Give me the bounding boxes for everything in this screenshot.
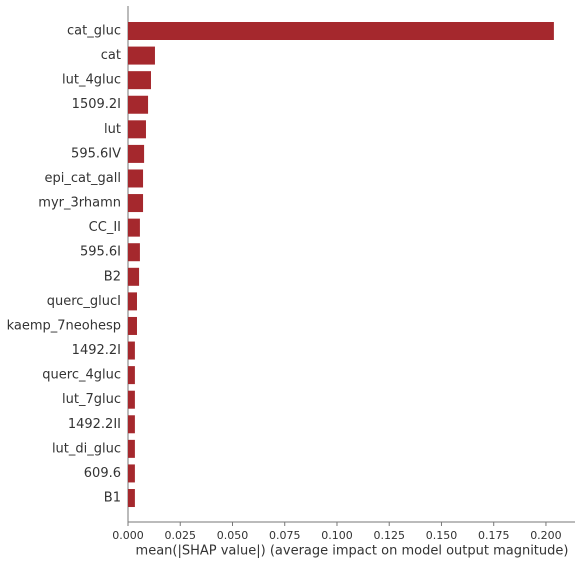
y-tick-label: 609.6 [84,466,121,481]
x-axis-label: mean(|SHAP value|) (average impact on mo… [136,544,569,559]
x-tick-label: 0.125 [373,529,405,542]
bar [128,243,140,262]
y-tick-label: kaemp_7neohesp [7,318,121,333]
bar [128,144,145,163]
x-tick-label: 0.000 [112,529,144,542]
y-tick-label: 1509.2I [72,97,121,112]
x-tick-label: 0.100 [321,529,353,542]
y-tick-label: myr_3rhamn [38,196,121,211]
y-tick-label: B1 [104,491,121,506]
y-tick-label: B2 [104,269,121,284]
bar [128,390,135,409]
x-tick-label: 0.175 [478,529,510,542]
bar [128,341,135,360]
bar [128,464,135,483]
y-tick-label: 1492.2I [72,343,121,358]
bar [128,366,135,385]
bar [128,292,137,311]
x-tick-label: 0.200 [530,529,562,542]
bar [128,120,146,139]
x-tick-label: 0.025 [164,529,196,542]
bar [128,415,135,434]
y-tick-label: cat [101,48,121,63]
x-tick-label: 0.075 [269,529,301,542]
bar [128,218,140,237]
y-tick-label: lut_4gluc [62,73,121,88]
y-tick-label: querc_glucI [47,294,121,309]
y-tick-label: lut_di_gluc [52,441,121,456]
bar [128,46,155,65]
x-tick-label: 0.150 [426,529,458,542]
y-tick-label: CC_II [89,220,121,235]
bar [128,316,137,335]
bar [128,22,554,40]
bar [128,95,149,114]
bar [128,267,140,286]
y-tick-label: querc_4gluc [42,368,121,383]
x-tick-label: 0.050 [217,529,249,542]
y-tick-label: 1492.2II [68,417,121,432]
y-tick-label: lut_7gluc [62,392,121,407]
y-tick-label: 595.6I [80,245,121,260]
bar [128,169,144,188]
bar [128,489,135,508]
y-tick-label: epi_cat_gall [44,171,121,186]
bar [128,194,144,213]
y-tick-label: 595.6IV [71,146,121,161]
bar [128,71,151,90]
y-tick-label: lut [104,122,121,137]
y-tick-label: cat_gluc [67,24,121,39]
bar [128,439,135,458]
